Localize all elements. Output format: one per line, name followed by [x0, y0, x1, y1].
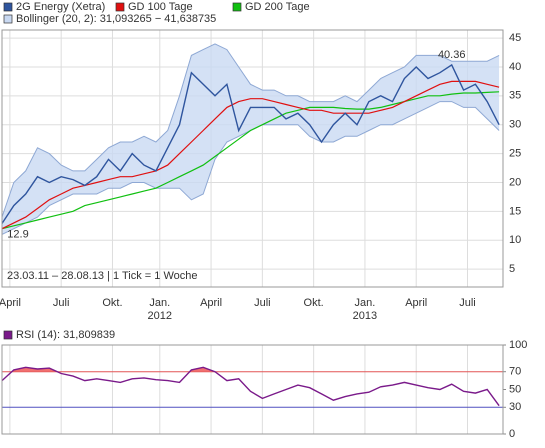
date-range-note: 23.03.11 – 28.08.13 | 1 Tick = 1 Woche — [7, 270, 198, 282]
overbought-area — [11, 367, 216, 372]
legend-swatch — [3, 330, 13, 340]
x-tick-label: Jan. — [149, 297, 170, 309]
series-line — [1, 91, 500, 230]
x-tick-label: Juli — [459, 297, 476, 309]
x-tick-label: Jan. — [355, 297, 376, 309]
legend-swatch — [232, 2, 242, 12]
y-tick-label: 70 — [509, 366, 521, 378]
y-tick-label: 40 — [509, 61, 521, 73]
band-upper — [1, 43, 500, 218]
legend-label: Bollinger (20, 2): 31,093265 − 41,638735 — [16, 13, 216, 25]
y-tick-label: 35 — [509, 90, 521, 102]
bollinger-band — [2, 43, 500, 235]
plot-area — [2, 345, 503, 434]
y-tick-label: 100 — [509, 339, 527, 351]
y-tick-label: 20 — [509, 176, 521, 188]
y-tick-label: 45 — [509, 32, 521, 44]
y-tick-label: 25 — [509, 147, 521, 159]
x-tick-label: Juli — [254, 297, 271, 309]
legend-swatch — [3, 14, 13, 24]
x-tick-label: April — [405, 297, 427, 309]
x-tick-label: April — [200, 297, 222, 309]
legend-label: GD 200 Tage — [245, 1, 310, 13]
x-tick-label: Okt. — [304, 297, 324, 309]
y-tick-label: 30 — [509, 119, 521, 131]
y-tick-label: 15 — [509, 205, 521, 217]
y-tick-label: 5 — [509, 263, 515, 275]
series-line — [1, 366, 500, 407]
legend-label: 2G Energy (Xetra) — [16, 1, 105, 13]
annotation: 40.36 — [438, 49, 466, 61]
y-tick-label: 50 — [509, 383, 521, 395]
legend-label: RSI (14): 31,809839 — [16, 329, 115, 341]
plot-border — [1, 344, 504, 435]
x-year-label: 2013 — [353, 310, 377, 322]
y-tick-label: 0 — [509, 428, 515, 440]
x-tick-label: April — [0, 297, 21, 309]
y-tick-label: 30 — [509, 401, 521, 413]
x-tick-label: Okt. — [102, 297, 122, 309]
legend-label: GD 100 Tage — [128, 1, 193, 13]
plot-border — [1, 29, 504, 288]
y-tick-label: 10 — [509, 234, 521, 246]
legend-swatch — [3, 2, 13, 12]
series-line — [1, 63, 500, 224]
legend-swatch — [115, 2, 125, 12]
annotation: 12.9 — [7, 228, 28, 240]
x-year-label: 2012 — [148, 310, 172, 322]
x-tick-label: Juli — [53, 297, 70, 309]
